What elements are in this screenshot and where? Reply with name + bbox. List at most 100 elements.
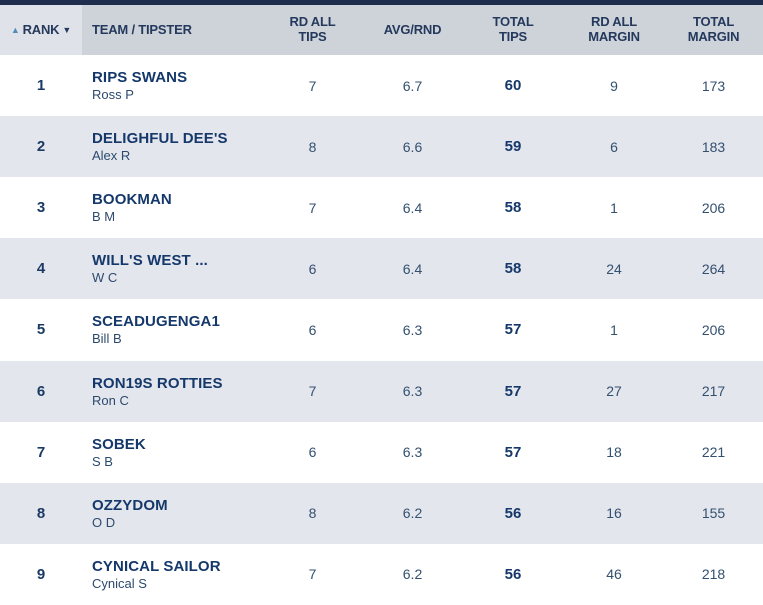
column-header-rd-all-margin-label: RD ALL MARGIN: [588, 14, 640, 44]
avg-rnd-cell: 6.4: [402, 260, 423, 277]
tipster-name: Ross P: [92, 87, 134, 103]
total-margin-cell: 217: [701, 383, 726, 400]
team-cell: SOBEK S B: [82, 436, 262, 469]
tipster-name: O D: [92, 514, 116, 530]
team-cell: CYNICAL SAILOR Cynical S: [82, 558, 262, 591]
tipster-name: B M: [92, 209, 116, 225]
team-name: CYNICAL SAILOR: [92, 557, 221, 575]
team-cell: WILL'S WEST ... W C: [82, 252, 262, 285]
team-name: OZZYDOM: [92, 496, 168, 514]
table-row[interactable]: 9 CYNICAL SAILOR Cynical S 7 6.2 56 46 2…: [0, 543, 763, 605]
top-accent-bar: [0, 0, 763, 5]
team-cell: SCEADUGENGA1 Bill B: [82, 313, 262, 346]
rd-all-margin-cell: 16: [606, 505, 622, 522]
avg-rnd-cell: 6.3: [402, 383, 423, 400]
rd-all-tips-cell: 7: [308, 383, 317, 400]
tipster-name: Ron C: [92, 392, 129, 408]
rd-all-margin-cell: 6: [610, 138, 618, 155]
column-header-total-margin[interactable]: TOTAL MARGIN: [664, 5, 763, 55]
rd-all-margin-cell: 46: [606, 566, 622, 583]
rank-cell: 9: [36, 565, 46, 583]
column-header-avg-rnd-label: AVG/RND: [383, 21, 442, 37]
avg-rnd-cell: 6.2: [402, 505, 423, 522]
table-row[interactable]: 3 BOOKMAN B M 7 6.4 58 1 206: [0, 177, 763, 239]
team-name: RIPS SWANS: [92, 69, 188, 87]
tipster-name: Bill B: [92, 331, 122, 347]
total-tips-cell: 56: [504, 504, 522, 522]
total-tips-cell: 58: [504, 199, 522, 217]
column-header-rd-all-tips[interactable]: RD ALL TIPS: [262, 5, 363, 55]
avg-rnd-cell: 6.3: [402, 321, 423, 338]
column-header-rank[interactable]: ▲ RANK ▼: [0, 5, 82, 55]
team-name: SCEADUGENGA1: [92, 313, 220, 331]
total-margin-cell: 183: [701, 138, 726, 155]
column-header-rd-all-tips-label: RD ALL TIPS: [289, 14, 336, 44]
total-tips-cell: 56: [504, 565, 522, 583]
avg-rnd-cell: 6.3: [402, 444, 423, 461]
column-header-team-tipster-label: TEAM / TIPSTER: [92, 21, 192, 37]
total-tips-cell: 57: [504, 443, 522, 461]
rd-all-margin-cell: 18: [606, 444, 622, 461]
team-name: RON19S ROTTIES: [92, 374, 223, 392]
table-row[interactable]: 7 SOBEK S B 6 6.3 57 18 221: [0, 421, 763, 483]
sort-ascending-icon[interactable]: ▲: [10, 24, 20, 35]
avg-rnd-cell: 6.2: [402, 566, 423, 583]
rd-all-tips-cell: 6: [308, 260, 317, 277]
rd-all-tips-cell: 7: [308, 566, 317, 583]
total-margin-cell: 218: [701, 566, 726, 583]
rd-all-tips-cell: 7: [308, 77, 317, 94]
total-margin-cell: 155: [701, 505, 726, 522]
total-margin-cell: 173: [701, 77, 726, 94]
rank-cell: 2: [36, 138, 46, 156]
table-row[interactable]: 6 RON19S ROTTIES Ron C 7 6.3 57 27 217: [0, 360, 763, 422]
total-margin-cell: 206: [701, 321, 726, 338]
sort-descending-icon[interactable]: ▼: [62, 24, 72, 35]
rd-all-tips-cell: 8: [308, 505, 317, 522]
rd-all-tips-cell: 6: [308, 444, 317, 461]
tipster-name: Cynical S: [92, 575, 147, 591]
tipster-name: W C: [92, 270, 118, 286]
team-cell: DELIGHFUL DEE'S Alex R: [82, 130, 262, 163]
rd-all-tips-cell: 6: [308, 321, 317, 338]
rd-all-margin-cell: 1: [610, 199, 618, 216]
column-header-total-tips[interactable]: TOTAL TIPS: [462, 5, 564, 55]
column-header-rd-all-margin[interactable]: RD ALL MARGIN: [564, 5, 664, 55]
team-name: SOBEK: [92, 435, 146, 453]
table-row[interactable]: 2 DELIGHFUL DEE'S Alex R 8 6.6 59 6 183: [0, 116, 763, 178]
rd-all-margin-cell: 24: [606, 260, 622, 277]
team-name: DELIGHFUL DEE'S: [92, 130, 228, 148]
team-cell: BOOKMAN B M: [82, 191, 262, 224]
rank-cell: 4: [36, 260, 46, 278]
rank-cell: 5: [36, 321, 46, 339]
avg-rnd-cell: 6.6: [402, 138, 423, 155]
total-tips-cell: 60: [504, 77, 522, 95]
rd-all-tips-cell: 8: [308, 138, 317, 155]
rank-cell: 8: [36, 504, 46, 522]
total-tips-cell: 57: [504, 382, 522, 400]
total-tips-cell: 58: [504, 260, 522, 278]
rank-cell: 7: [36, 443, 46, 461]
table-row[interactable]: 1 RIPS SWANS Ross P 7 6.7 60 9 173: [0, 55, 763, 117]
tipster-name: Alex R: [92, 148, 131, 164]
team-name: WILL'S WEST ...: [92, 252, 208, 270]
rank-cell: 6: [36, 382, 46, 400]
table-row[interactable]: 4 WILL'S WEST ... W C 6 6.4 58 24 264: [0, 238, 763, 300]
column-header-total-tips-label: TOTAL TIPS: [492, 14, 534, 44]
table-row[interactable]: 5 SCEADUGENGA1 Bill B 6 6.3 57 1 206: [0, 299, 763, 361]
total-margin-cell: 264: [701, 260, 726, 277]
column-header-team-tipster[interactable]: TEAM / TIPSTER: [82, 5, 262, 55]
column-header-avg-rnd[interactable]: AVG/RND: [363, 5, 462, 55]
team-cell: RIPS SWANS Ross P: [82, 69, 262, 102]
rd-all-tips-cell: 7: [308, 199, 317, 216]
tipster-name: S B: [92, 453, 113, 469]
table-header-row: ▲ RANK ▼ TEAM / TIPSTER RD ALL TIPS AVG/…: [0, 5, 763, 55]
rd-all-margin-cell: 9: [610, 77, 618, 94]
team-cell: RON19S ROTTIES Ron C: [82, 375, 262, 408]
avg-rnd-cell: 6.4: [402, 199, 423, 216]
total-tips-cell: 59: [504, 138, 522, 156]
table-row[interactable]: 8 OZZYDOM O D 8 6.2 56 16 155: [0, 482, 763, 544]
column-header-total-margin-label: TOTAL MARGIN: [687, 14, 740, 44]
avg-rnd-cell: 6.7: [402, 77, 423, 94]
total-margin-cell: 221: [701, 444, 726, 461]
